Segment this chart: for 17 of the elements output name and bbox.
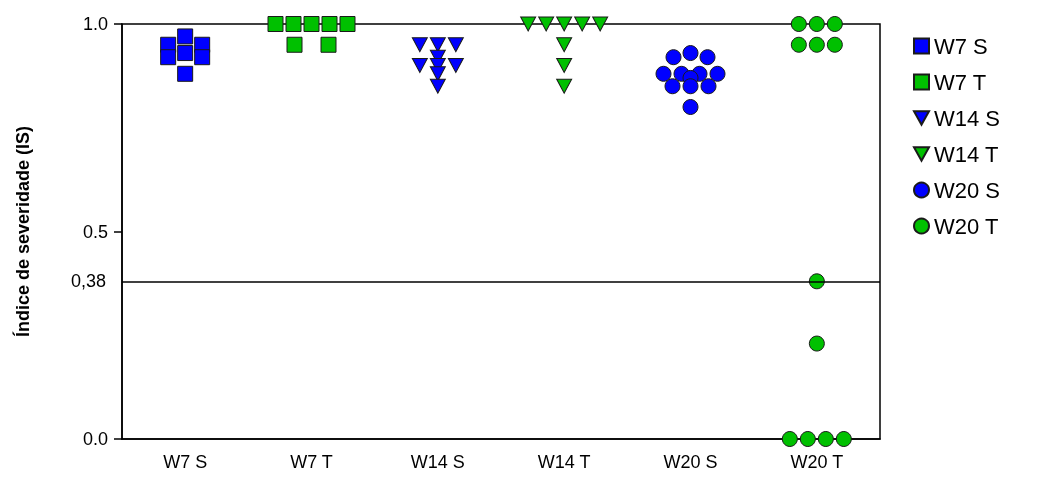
legend-label: W14 T [934, 141, 999, 167]
x-tick-label: W7 S [163, 452, 208, 472]
legend-label: W14 S [934, 105, 1001, 131]
legend-label: W7 S [934, 33, 988, 59]
y-axis-title: Índice de severidade (IS) [12, 125, 33, 338]
y-tick-label: 1.0 [82, 14, 108, 34]
y-tick-label: 0.0 [82, 429, 108, 449]
legend-label: W7 T [934, 69, 987, 95]
x-tick-label: W20 T [790, 452, 844, 472]
x-tick-label: W14 T [537, 452, 591, 472]
ref-line-label: 0,38 [70, 271, 106, 292]
legend-label: W20 S [934, 177, 1001, 203]
x-tick-label: W7 T [290, 452, 333, 472]
y-tick-label: 0.5 [82, 221, 108, 242]
legend-label: W20 T [934, 213, 999, 239]
x-tick-label: W14 S [410, 452, 465, 472]
x-tick-label: W20 S [663, 452, 718, 472]
